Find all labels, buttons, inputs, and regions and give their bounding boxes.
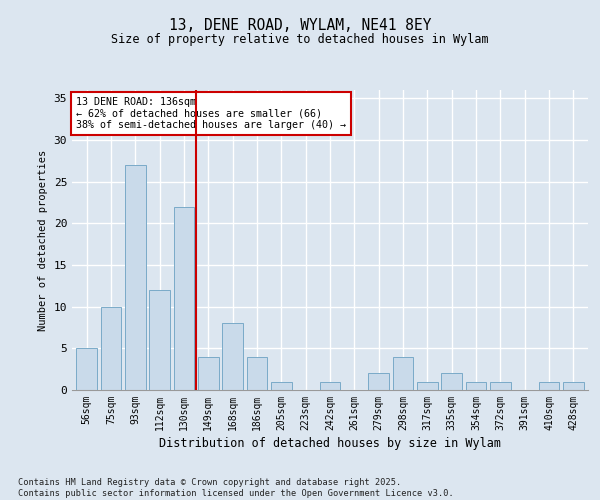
Bar: [101, 306, 121, 390]
Bar: [173, 206, 194, 390]
Bar: [563, 382, 584, 390]
Bar: [466, 382, 487, 390]
X-axis label: Distribution of detached houses by size in Wylam: Distribution of detached houses by size …: [159, 437, 501, 450]
Bar: [271, 382, 292, 390]
Bar: [368, 374, 389, 390]
Text: 13, DENE ROAD, WYLAM, NE41 8EY: 13, DENE ROAD, WYLAM, NE41 8EY: [169, 18, 431, 32]
Bar: [149, 290, 170, 390]
Bar: [442, 374, 462, 390]
Bar: [125, 165, 146, 390]
Y-axis label: Number of detached properties: Number of detached properties: [38, 150, 48, 330]
Bar: [76, 348, 97, 390]
Bar: [392, 356, 413, 390]
Text: Contains HM Land Registry data © Crown copyright and database right 2025.
Contai: Contains HM Land Registry data © Crown c…: [18, 478, 454, 498]
Bar: [320, 382, 340, 390]
Bar: [539, 382, 559, 390]
Bar: [222, 324, 243, 390]
Text: 13 DENE ROAD: 136sqm
← 62% of detached houses are smaller (66)
38% of semi-detac: 13 DENE ROAD: 136sqm ← 62% of detached h…: [76, 96, 346, 130]
Bar: [247, 356, 268, 390]
Bar: [490, 382, 511, 390]
Bar: [417, 382, 438, 390]
Text: Size of property relative to detached houses in Wylam: Size of property relative to detached ho…: [111, 32, 489, 46]
Bar: [198, 356, 218, 390]
